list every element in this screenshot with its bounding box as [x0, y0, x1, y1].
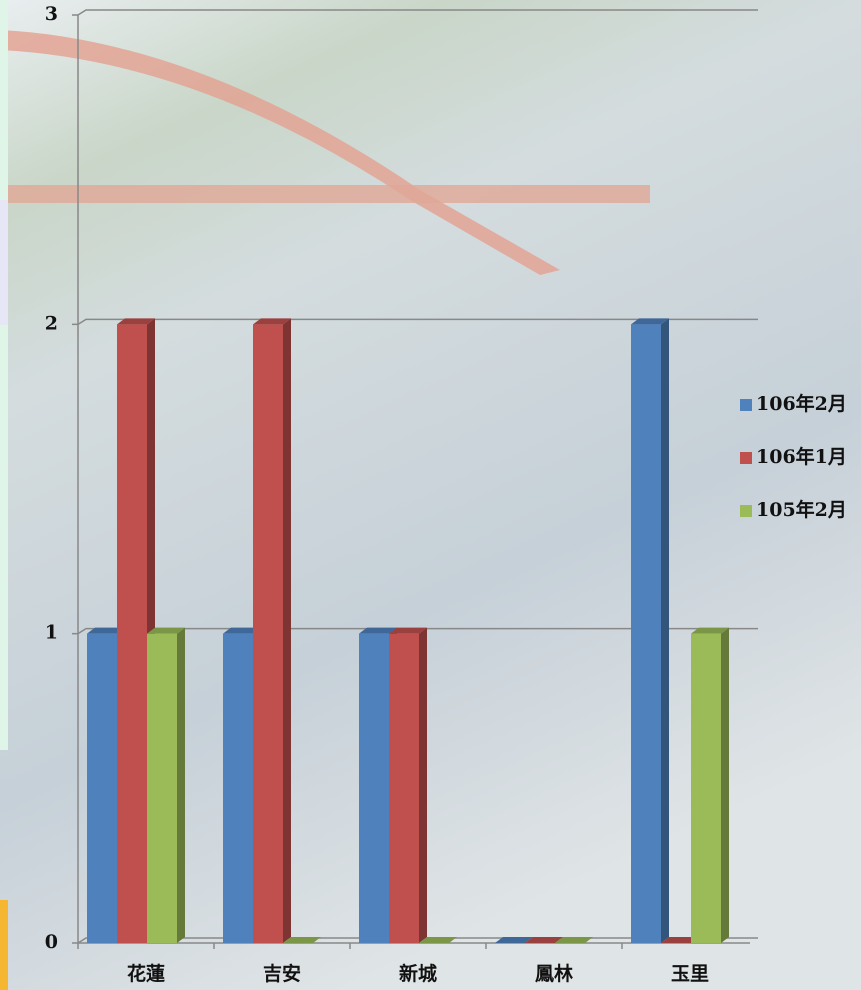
bar-top [525, 937, 563, 943]
bar-front [147, 633, 177, 943]
legend-swatch [740, 399, 752, 411]
bar-top [223, 627, 261, 634]
bar-top [117, 318, 155, 325]
bar-top [691, 627, 729, 634]
bar-top [283, 937, 321, 943]
bar [253, 318, 291, 943]
bar [525, 937, 563, 943]
bar-front [691, 633, 721, 943]
bar [389, 627, 427, 943]
bar-top [359, 627, 397, 634]
side-strip [0, 0, 8, 200]
bar-side [721, 627, 729, 943]
x-tick-label: 玉里 [671, 963, 709, 985]
y-tick-label: 0 [45, 931, 58, 953]
bar-front [223, 633, 253, 943]
bar-top [661, 937, 699, 943]
bridge-arch [0, 30, 560, 275]
bar-side [283, 318, 291, 943]
bar [631, 318, 669, 943]
plot: 0 1 2 3 花蓮 吉安 新城 鳳林 玉里 106年2月 106年1月 105年2月 [45, 3, 847, 985]
bar [495, 937, 533, 943]
x-tick-label: 鳳林 [535, 962, 573, 985]
side-strip [0, 325, 8, 750]
legend-swatch [740, 452, 752, 464]
bar [283, 937, 321, 943]
bar-top [555, 937, 593, 943]
bar-front [631, 324, 661, 943]
bar-side [177, 627, 185, 943]
side-strip [0, 200, 8, 325]
bar [691, 627, 729, 943]
legend-label: 106年2月 [756, 392, 847, 415]
bridge-deck [0, 185, 650, 203]
bar-top [389, 627, 427, 634]
bar-front [87, 633, 117, 943]
bar-top [253, 318, 291, 325]
x-tick-label: 花蓮 [127, 962, 165, 985]
bar-top [87, 627, 125, 634]
bar-side [661, 318, 669, 943]
y-tick-label: 3 [45, 3, 58, 25]
grid-line [77, 318, 758, 325]
bar-front [359, 633, 389, 943]
x-tick-label: 吉安 [263, 962, 301, 985]
grid-line [77, 627, 758, 635]
grid-line [77, 9, 758, 16]
bar [223, 627, 261, 943]
bar-front [117, 324, 147, 943]
bar-top [419, 937, 457, 943]
bar [419, 937, 457, 943]
legend-label: 105年2月 [756, 498, 847, 521]
y-tick-label: 2 [45, 312, 58, 334]
bar-top [631, 318, 669, 325]
side-strip [0, 900, 8, 990]
bar-front [389, 633, 419, 943]
bar [147, 627, 185, 943]
bar [555, 937, 593, 943]
bar-top [495, 937, 533, 943]
bar-side [419, 627, 427, 943]
bar [661, 937, 699, 943]
legend-label: 106年1月 [756, 445, 847, 468]
bar-top [147, 627, 185, 634]
bar-front [253, 324, 283, 943]
y-tick-label: 1 [45, 622, 58, 644]
legend-swatch [740, 505, 752, 517]
x-tick-label: 新城 [399, 962, 437, 985]
